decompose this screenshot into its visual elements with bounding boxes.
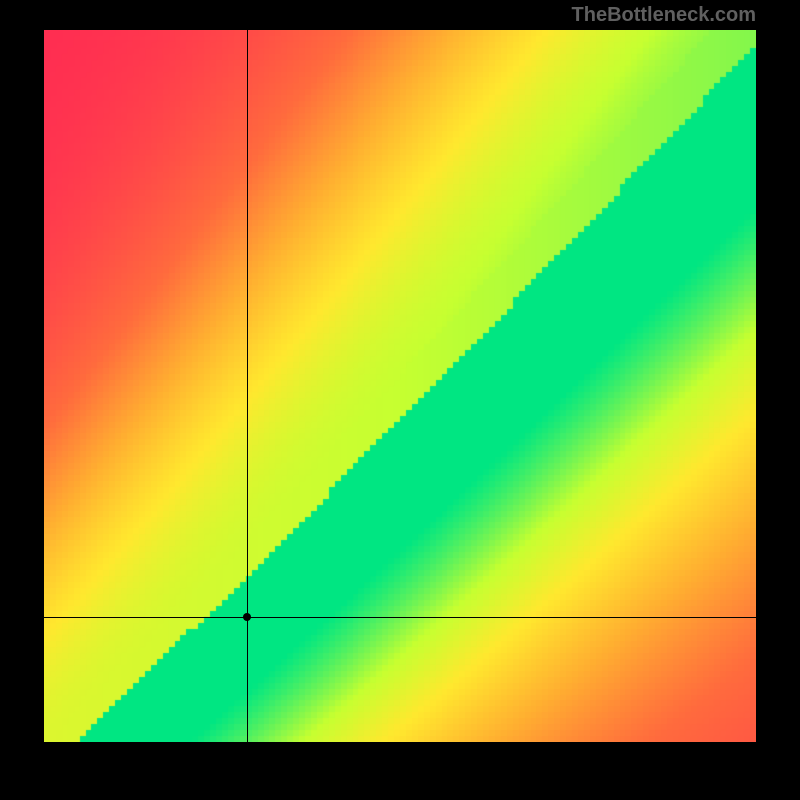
- heatmap-canvas: [44, 30, 756, 742]
- watermark-text: TheBottleneck.com: [572, 4, 756, 27]
- plot-area: [44, 30, 756, 742]
- marker-dot: [243, 613, 251, 621]
- crosshair-horizontal: [44, 617, 756, 618]
- crosshair-vertical: [247, 30, 248, 742]
